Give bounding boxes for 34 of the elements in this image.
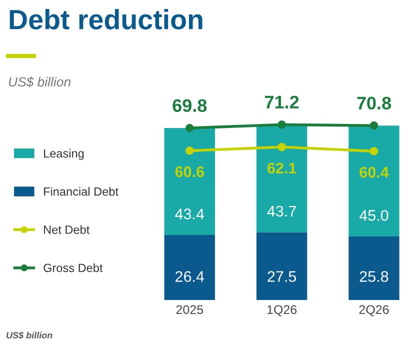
legend-label: Leasing [44, 148, 84, 160]
text: US$ billion [6, 332, 52, 340]
legend-label: Financial Debt [44, 187, 118, 196]
legend-label: Net Debt [44, 225, 90, 234]
x-tick-label: 2025 [176, 305, 204, 314]
point [278, 120, 286, 129]
point [370, 147, 378, 156]
data-label: 43.7 [267, 206, 296, 217]
legend-label: Gross Debt [44, 263, 103, 272]
data-label: 25.8 [360, 271, 388, 282]
text: US$ billion [8, 76, 70, 88]
data-label: 45.0 [359, 210, 388, 221]
bar [164, 234, 215, 300]
data-label: 60.4 [360, 166, 389, 178]
point [185, 124, 194, 132]
bar [348, 236, 400, 300]
data-label: 69.8 [172, 99, 207, 112]
x-tick-label: 1Q26 [267, 305, 297, 316]
data-label: 60.6 [175, 166, 204, 178]
point [370, 121, 378, 130]
data-label: 43.4 [175, 208, 204, 220]
point [185, 146, 194, 155]
text: Debt reduction [10, 9, 202, 30]
x-tick-label: 2Q26 [359, 305, 389, 316]
data-label: 62.1 [267, 162, 296, 174]
data-label: 26.4 [176, 271, 204, 282]
point [278, 142, 286, 152]
bar [348, 126, 400, 236]
bar [256, 124, 308, 232]
data-label: 27.5 [268, 271, 296, 282]
data-label: 70.8 [357, 96, 391, 110]
bar [164, 128, 215, 235]
bar [256, 232, 308, 300]
data-label: 71.2 [265, 96, 299, 108]
